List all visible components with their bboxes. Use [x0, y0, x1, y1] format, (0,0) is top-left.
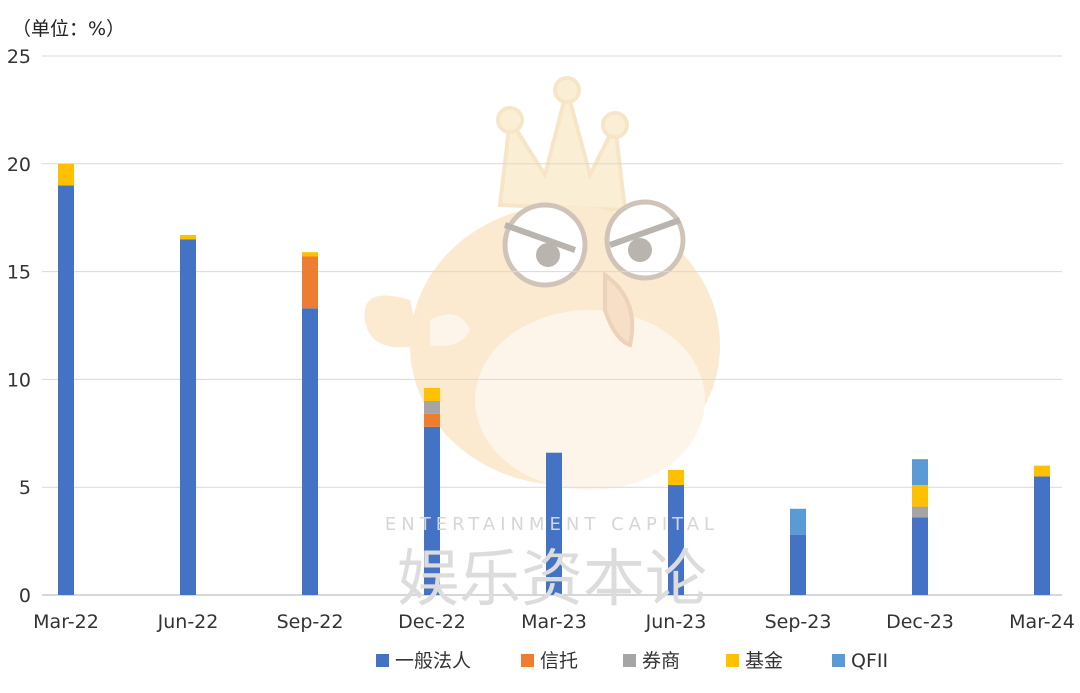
x-tick-label: Jun-23	[645, 611, 707, 633]
legend-swatch	[376, 654, 389, 667]
bar-segment	[302, 308, 318, 595]
x-tick-label: Sep-23	[765, 611, 832, 633]
legend-label: 券商	[642, 650, 680, 672]
x-tick-label: Dec-22	[398, 611, 466, 633]
bar-segment	[180, 234, 196, 240]
unit-label: （单位：%）	[12, 18, 126, 40]
bar-segment	[180, 239, 196, 595]
bar-segment	[912, 459, 928, 486]
bar-segment	[1034, 476, 1050, 595]
crown-icon	[497, 82, 628, 213]
legend-label: 一般法人	[395, 650, 471, 672]
bar-segment	[424, 388, 440, 401]
bar-segment	[668, 469, 684, 486]
bar-segment	[424, 413, 440, 427]
bar-segment	[424, 426, 440, 595]
x-axis-labels: Mar-22 Jun-22 Sep-22 Dec-22 Mar-23 Jun-23 Sep-…	[33, 611, 1075, 633]
watermark-cn-text: 娱乐资本论	[397, 542, 707, 615]
bar-segment	[302, 252, 318, 257]
y-tick-label: 10	[7, 369, 31, 391]
bar-segment	[58, 185, 74, 596]
bar-segment	[546, 452, 562, 595]
y-tick-label: 25	[7, 46, 31, 68]
legend-swatch	[623, 654, 636, 667]
pufferfish-body	[410, 205, 720, 485]
bar-segment	[58, 163, 74, 186]
bars	[58, 163, 1050, 596]
legend-swatch	[832, 654, 845, 667]
bar-segment	[1034, 465, 1050, 477]
y-tick-label: 5	[19, 477, 31, 499]
x-tick-label: Mar-22	[33, 611, 99, 633]
bar-segment	[912, 517, 928, 595]
gridlines: 0 5 10 15 20 25	[7, 46, 1062, 607]
x-tick-label: Jun-22	[157, 611, 219, 633]
x-tick-label: Sep-22	[277, 611, 344, 633]
x-tick-label: Dec-23	[886, 611, 954, 633]
x-tick-label: Mar-24	[1009, 611, 1075, 633]
y-tick-label: 0	[19, 585, 31, 607]
bar-segment	[424, 400, 440, 414]
legend-label: QFII	[851, 650, 888, 672]
y-tick-label: 20	[7, 154, 31, 176]
watermark-latin-text: ENTERTAINMENT CAPITAL	[385, 514, 719, 535]
bar-segment	[912, 485, 928, 507]
watermark-logo	[364, 76, 720, 490]
y-tick-label: 15	[7, 262, 31, 284]
legend: 一般法人 信托 券商 基金 QFII	[376, 650, 888, 672]
bar-segment	[912, 506, 928, 518]
x-tick-label: Mar-23	[521, 611, 587, 633]
legend-label: 基金	[745, 650, 783, 672]
legend-swatch	[521, 654, 534, 667]
bar-segment	[790, 534, 806, 595]
bar-segment	[302, 256, 318, 309]
bar-segment	[790, 508, 806, 535]
bar-segment	[668, 485, 684, 595]
legend-label: 信托	[540, 650, 578, 672]
legend-swatch	[726, 654, 739, 667]
